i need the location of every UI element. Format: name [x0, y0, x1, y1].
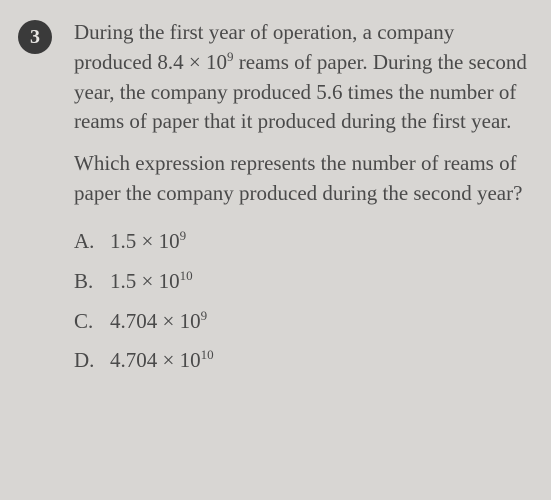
option-value: 1.5 × 1010	[110, 267, 193, 297]
question-text-1: During the first year of operation, a co…	[74, 18, 531, 137]
option-exp: 10	[201, 347, 214, 362]
question-number: 3	[30, 26, 40, 49]
option-exp: 9	[201, 308, 208, 323]
option-base: 4.704 × 10	[110, 309, 201, 333]
question-number-badge: 3	[18, 20, 52, 54]
option-letter: C.	[74, 307, 102, 337]
answer-options: A. 1.5 × 109 B. 1.5 × 1010 C. 4.704 × 10…	[74, 227, 531, 376]
option-base: 4.704 × 10	[110, 348, 201, 372]
option-letter: D.	[74, 346, 102, 376]
option-base: 1.5 × 10	[110, 229, 180, 253]
option-exp: 9	[180, 228, 187, 243]
option-value: 1.5 × 109	[110, 227, 186, 257]
option-value: 4.704 × 109	[110, 307, 207, 337]
question-text-2: Which expression represents the number o…	[74, 149, 531, 209]
option-b: B. 1.5 × 1010	[74, 267, 531, 297]
question-content: During the first year of operation, a co…	[74, 18, 531, 386]
question-block: 3 During the first year of operation, a …	[18, 18, 531, 386]
option-value: 4.704 × 1010	[110, 346, 214, 376]
option-c: C. 4.704 × 109	[74, 307, 531, 337]
option-letter: A.	[74, 227, 102, 257]
option-d: D. 4.704 × 1010	[74, 346, 531, 376]
option-letter: B.	[74, 267, 102, 297]
option-a: A. 1.5 × 109	[74, 227, 531, 257]
option-base: 1.5 × 10	[110, 269, 180, 293]
option-exp: 10	[180, 268, 193, 283]
